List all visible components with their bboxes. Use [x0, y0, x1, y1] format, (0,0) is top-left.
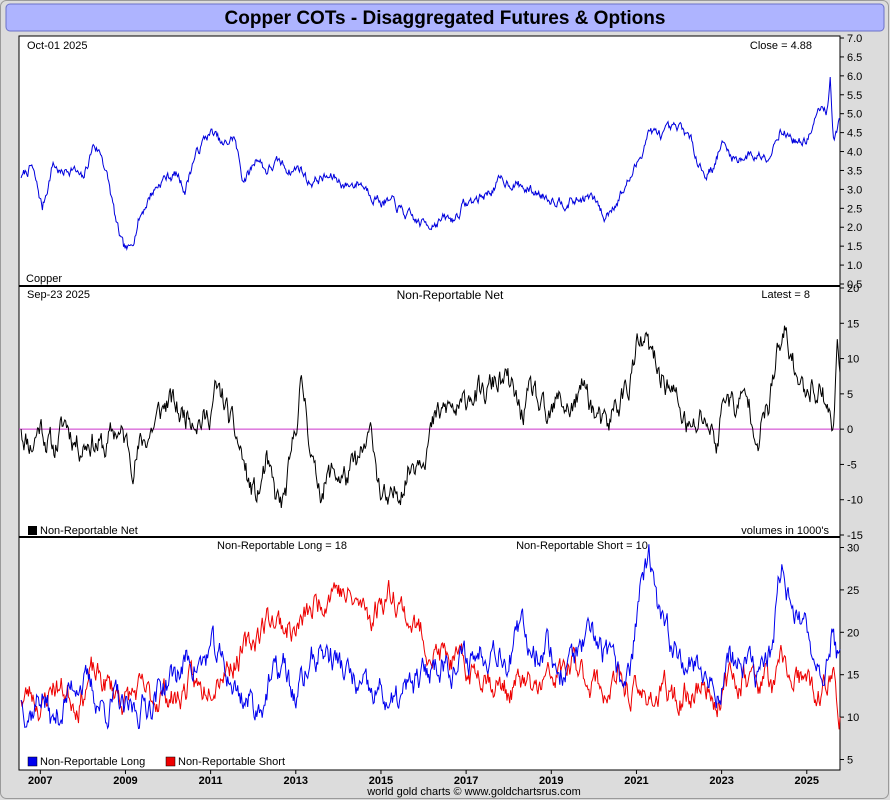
y-tick-label: 2.5 — [847, 203, 862, 215]
y-tick-label: 1.0 — [847, 260, 862, 272]
y-tick-label: 7.0 — [847, 33, 862, 45]
net-panel-title: Non-Reportable Net — [397, 288, 504, 302]
y-tick-label: -5 — [847, 459, 857, 471]
x-tick-label: 2009 — [113, 775, 137, 787]
chart-header — [5, 3, 885, 32]
short-legend-swatch — [165, 756, 176, 767]
long-legend-label: Non-Reportable Long — [40, 756, 145, 768]
y-tick-label: 6.0 — [847, 71, 862, 83]
y-tick-label: 6.5 — [847, 52, 862, 64]
chart-title: Copper COTs - Disaggregated Futures & Op… — [225, 8, 666, 29]
net-axis: 20 15 10 5 0 -5 -10 -15 — [840, 283, 863, 542]
long-series-line — [20, 544, 841, 730]
y-tick-label: 4.5 — [847, 128, 862, 140]
plot-area — [18, 35, 841, 771]
net-legend-swatch — [28, 526, 37, 535]
y-tick-label: 5.0 — [847, 109, 862, 121]
x-tick-label: 2023 — [709, 775, 733, 787]
y-tick-label: 10 — [847, 354, 859, 366]
x-tick-label: 2007 — [28, 775, 52, 787]
units-note: volumes in 1000's — [741, 525, 829, 537]
price-axis: 7.0 6.5 6.0 5.5 5.0 4.5 4.0 3.5 3.0 2.5 2.0 1.5 1.0 0… — [840, 33, 862, 291]
y-tick-label: -10 — [847, 495, 863, 507]
y-tick-label: 15 — [847, 670, 859, 682]
y-tick-label: 5 — [847, 755, 853, 767]
y-tick-label: 30 — [847, 542, 859, 554]
net-date-label: Sep-23 2025 — [27, 289, 90, 301]
y-tick-label: 1.5 — [847, 241, 862, 253]
y-tick-label: -15 — [847, 530, 863, 542]
x-tick-label: 2017 — [454, 775, 478, 787]
net-legend-label: Non-Reportable Net — [40, 525, 138, 537]
long-short-axis: 30 25 20 15 10 5 — [840, 542, 859, 767]
y-tick-label: 20 — [847, 283, 859, 295]
price-series-line — [20, 76, 841, 251]
y-tick-label: 25 — [847, 585, 859, 597]
y-tick-label: 10 — [847, 712, 859, 724]
x-tick-label: 2011 — [199, 775, 223, 787]
price-date-label: Oct-01 2025 — [27, 40, 88, 52]
x-tick-label: 2015 — [369, 775, 393, 787]
y-tick-label: 3.5 — [847, 165, 862, 177]
x-tick-label: 2013 — [284, 775, 308, 787]
net-latest-label: Latest = 8 — [761, 289, 810, 301]
short-series-line — [20, 579, 841, 730]
y-tick-label: 20 — [847, 627, 859, 639]
y-tick-label: 15 — [847, 318, 859, 330]
y-tick-label: 3.0 — [847, 184, 862, 196]
y-tick-label: 0.5 — [847, 279, 862, 291]
x-tick-label: 2021 — [624, 775, 648, 787]
x-tick-label: 2019 — [539, 775, 563, 787]
long-latest-label: Non-Reportable Long = 18 — [217, 540, 347, 552]
y-tick-label: 5.5 — [847, 90, 862, 102]
short-latest-label: Non-Reportable Short = 10 — [516, 540, 648, 552]
price-close-label: Close = 4.88 — [750, 40, 812, 52]
y-tick-label: 0 — [847, 424, 853, 436]
x-tick-label: 2025 — [795, 775, 819, 787]
y-tick-label: 4.0 — [847, 147, 862, 159]
short-legend-label: Non-Reportable Short — [178, 756, 285, 768]
footer-credit: world gold charts © www.goldchartsrus.co… — [366, 786, 581, 798]
y-tick-label: 5 — [847, 389, 853, 401]
y-tick-label: 2.0 — [847, 222, 862, 234]
x-axis: 2007 2009 2011 2013 2015 2017 2019 2021 2023 2025 — [28, 770, 819, 787]
price-series-label: Copper — [26, 273, 62, 285]
long-legend-swatch — [27, 756, 38, 767]
net-series-line — [20, 325, 841, 509]
